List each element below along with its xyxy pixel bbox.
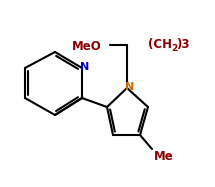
Text: (CH: (CH <box>148 38 172 50</box>
Text: N: N <box>80 62 90 72</box>
Text: N: N <box>125 82 135 92</box>
Text: Me: Me <box>154 149 174 163</box>
Text: MeO: MeO <box>72 39 102 53</box>
Text: 2: 2 <box>171 44 177 53</box>
Text: )3: )3 <box>176 38 189 50</box>
